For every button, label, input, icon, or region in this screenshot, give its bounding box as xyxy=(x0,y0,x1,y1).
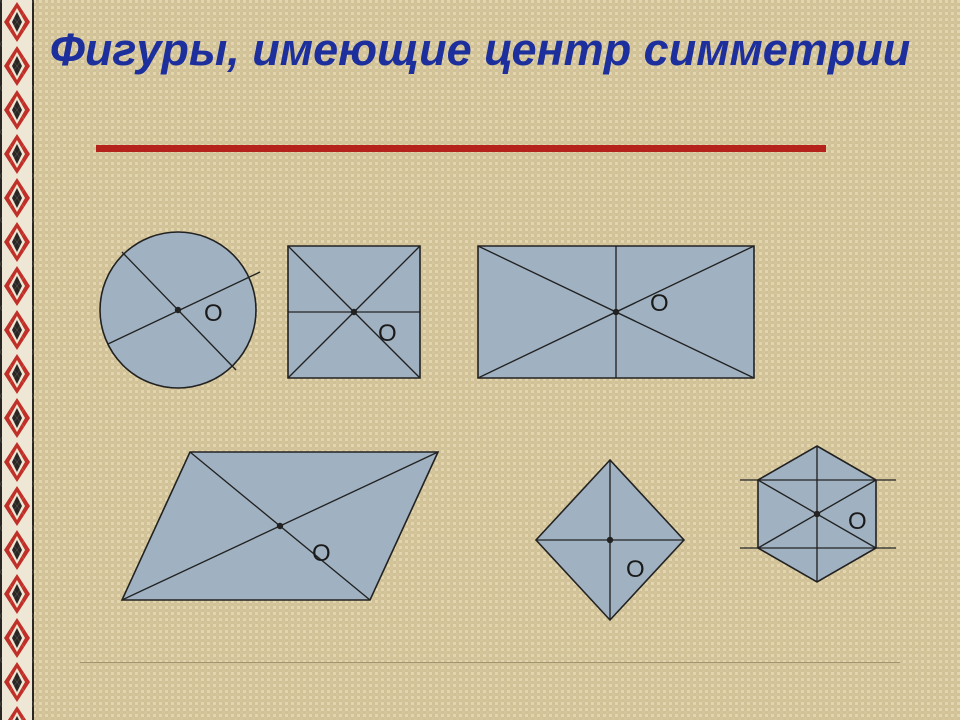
rhombus-center-dot xyxy=(607,537,613,543)
shape-circle xyxy=(100,232,260,388)
shape-square xyxy=(288,246,420,378)
parallelogram-center-dot xyxy=(277,523,283,529)
circle-center-dot xyxy=(175,307,181,313)
shape-hexagon xyxy=(740,446,896,582)
shape-parallelogram xyxy=(122,452,438,600)
rhombus-center-label: О xyxy=(626,556,645,584)
parallelogram-center-label: О xyxy=(312,540,331,568)
square-center-dot xyxy=(351,309,357,315)
shapes-layer xyxy=(0,0,960,720)
hexagon-center-dot xyxy=(814,511,820,517)
hexagon-center-label: О xyxy=(848,508,867,536)
shape-rectangle xyxy=(478,246,754,378)
shape-rhombus xyxy=(536,460,684,620)
square-center-label: О xyxy=(378,320,397,348)
slide-root: Фигуры, имеющие центр симметрии ОООООО xyxy=(0,0,960,720)
circle-center-label: О xyxy=(204,300,223,328)
rectangle-center-dot xyxy=(613,309,619,315)
rectangle-center-label: О xyxy=(650,290,669,318)
